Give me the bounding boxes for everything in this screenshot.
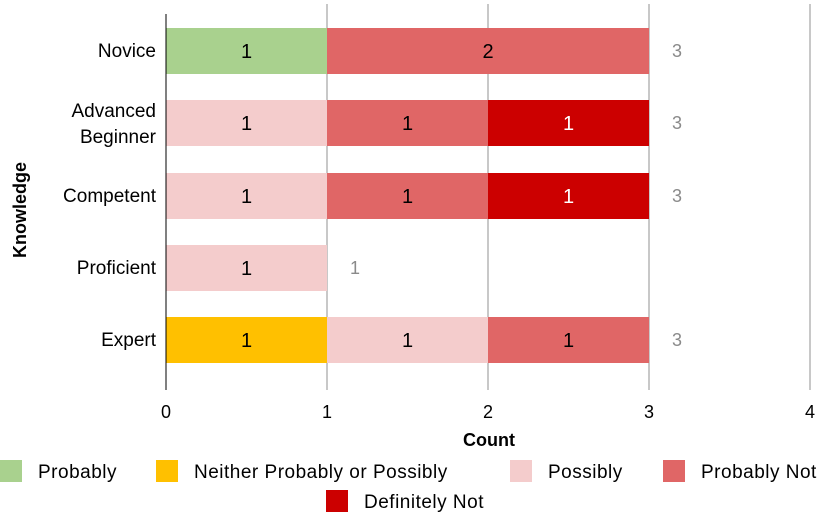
x-tick-label: 3 xyxy=(644,402,654,422)
total-label: 3 xyxy=(672,330,682,350)
legend-label: Probably xyxy=(38,462,117,483)
data-label: 1 xyxy=(402,186,413,208)
bar-segment xyxy=(488,173,649,219)
data-label: 1 xyxy=(563,186,574,208)
category-label: Proficient xyxy=(77,258,157,279)
category-label: Competent xyxy=(63,186,157,207)
bar-segment xyxy=(488,100,649,146)
bar-segment xyxy=(488,317,649,363)
data-label: 1 xyxy=(402,113,413,135)
data-label: 1 xyxy=(241,330,252,352)
y-axis-title: Knowledge xyxy=(10,162,30,258)
x-tick-label: 1 xyxy=(322,402,332,422)
x-tick-labels: 0 1 2 3 4 xyxy=(161,402,815,422)
legend-label: Probably Not xyxy=(701,462,817,483)
total-label: 3 xyxy=(672,113,682,133)
x-tick-label: 2 xyxy=(483,402,493,422)
bar-segment xyxy=(166,317,327,363)
x-axis-title: Count xyxy=(463,430,515,450)
total-label: 3 xyxy=(672,41,682,61)
x-tick-label: 0 xyxy=(161,402,171,422)
total-label: 3 xyxy=(672,186,682,206)
bar-segment xyxy=(166,173,327,219)
total-labels: 3 3 3 1 3 xyxy=(350,41,682,350)
data-label: 1 xyxy=(563,113,574,135)
category-label: Novice xyxy=(98,41,156,62)
bar-segments: 1 2 1 1 1 1 1 1 1 1 1 1 xyxy=(166,28,649,363)
legend-label: Neither Probably or Possibly xyxy=(194,462,448,483)
bar-segment xyxy=(327,100,488,146)
x-tick-label: 4 xyxy=(805,402,815,422)
legend-swatch xyxy=(0,460,22,482)
data-label: 1 xyxy=(563,330,574,352)
legend: Probably Neither Probably or Possibly Poss… xyxy=(0,460,817,513)
legend-swatch xyxy=(326,490,348,512)
bar-segment xyxy=(166,28,327,74)
bar-segment xyxy=(166,100,327,146)
bar-segment xyxy=(166,245,327,291)
data-label: 1 xyxy=(402,330,413,352)
category-label: Expert xyxy=(101,330,157,351)
category-labels: Novice Advanced Beginner Competent Proficien… xyxy=(63,41,157,351)
data-label: 1 xyxy=(241,258,252,280)
data-label: 1 xyxy=(241,41,252,63)
legend-label: Definitely Not xyxy=(364,492,484,513)
bar-segment xyxy=(327,317,488,363)
bar-segment xyxy=(327,28,649,74)
legend-swatch xyxy=(510,460,532,482)
bar-segment xyxy=(327,173,488,219)
data-label: 1 xyxy=(241,186,252,208)
legend-swatch xyxy=(156,460,178,482)
total-label: 1 xyxy=(350,258,360,278)
legend-label: Possibly xyxy=(548,462,623,483)
category-label: Advanced Beginner xyxy=(71,101,156,148)
legend-swatch xyxy=(663,460,685,482)
data-label: 2 xyxy=(482,41,493,63)
data-label: 1 xyxy=(241,113,252,135)
